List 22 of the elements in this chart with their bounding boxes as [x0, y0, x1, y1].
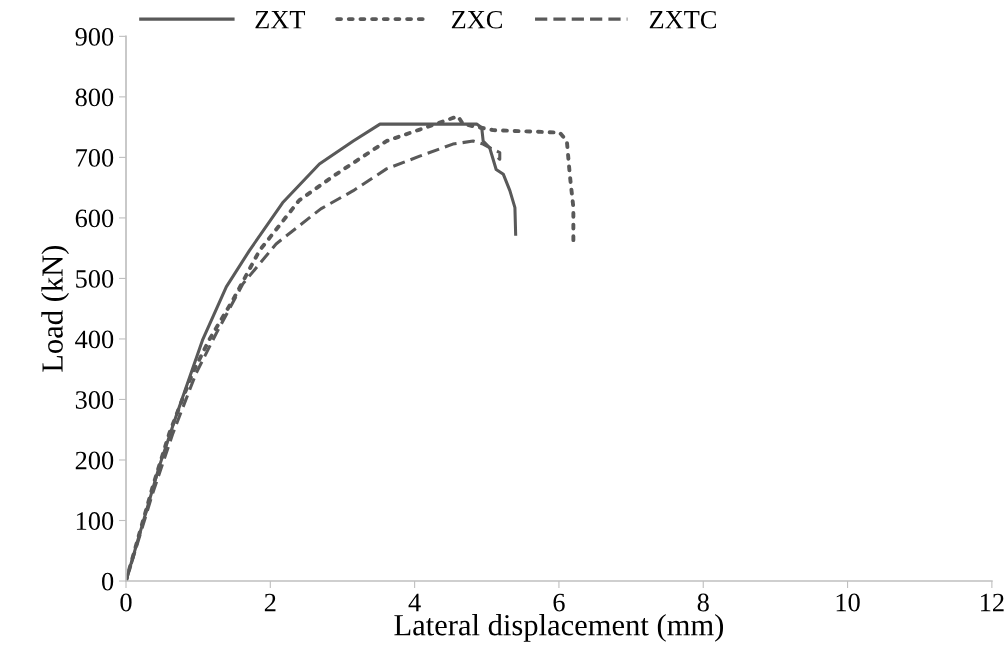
y-tick-label: 100: [76, 512, 114, 530]
y-tick-label: 0: [102, 572, 114, 591]
y-tick-label: 400: [75, 330, 114, 349]
x-tick-label: 8: [697, 593, 709, 612]
x-tick-label: 6: [553, 593, 565, 612]
x-tick-label: 0: [120, 593, 132, 612]
x-tick-label: 10: [836, 593, 860, 612]
x-tick-label: 12: [981, 593, 1004, 612]
legend-label: ZXTC: [649, 10, 716, 29]
x-tick-label: 4: [408, 593, 421, 612]
y-tick-label: 800: [75, 88, 114, 107]
y-tick-label: 300: [75, 391, 114, 409]
x-axis-title: Lateral displacement (mm): [394, 613, 724, 642]
y-tick-label: 500: [76, 270, 114, 288]
legend-label: ZXC: [451, 10, 502, 29]
x-tick-label: 2: [264, 593, 276, 612]
y-tick-label: 200: [75, 451, 114, 470]
legend-label: ZXT: [255, 11, 306, 29]
y-tick-label: 600: [75, 209, 114, 228]
y-tick-label: 900: [75, 27, 114, 46]
y-axis-title: Load (kN): [41, 245, 70, 372]
y-tick-label: 700: [76, 149, 114, 167]
